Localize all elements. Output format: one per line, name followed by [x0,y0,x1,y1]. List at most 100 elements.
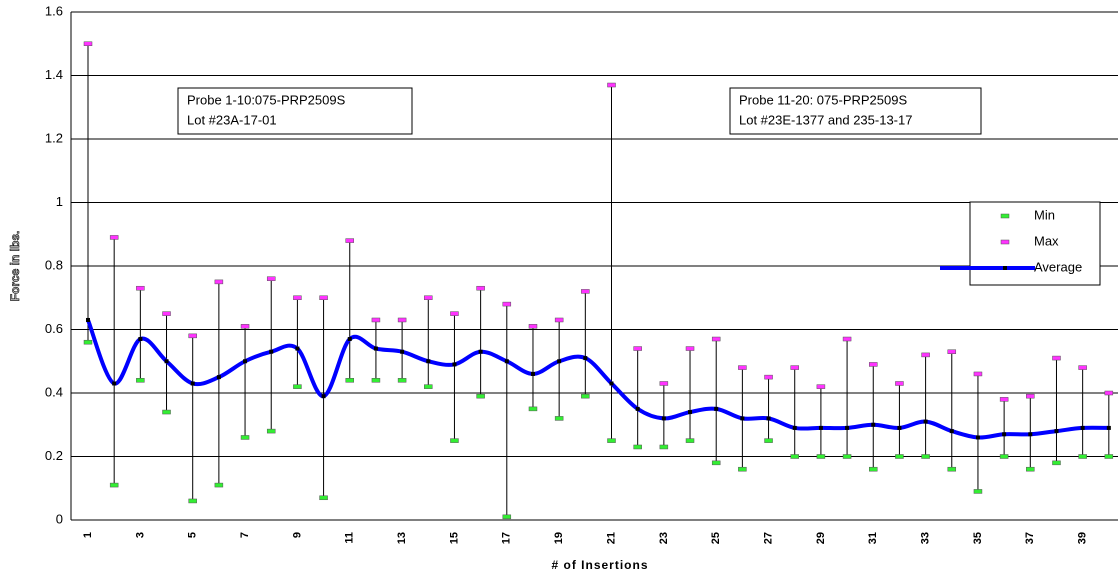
max-marker [685,346,695,351]
x-tick-label: 13 [396,532,408,544]
max-marker [293,295,302,300]
average-point [583,356,588,361]
annotation-text: Probe 11-20: 075-PRP2509S [739,92,907,107]
average-point [949,429,954,434]
max-marker [502,301,512,307]
x-tick-label: 35 [972,532,984,544]
average-point [426,359,431,364]
legend-box [969,201,1101,286]
average-point [635,406,640,411]
min-marker [659,444,669,450]
max-marker [214,279,224,285]
min-marker [921,454,930,459]
average-point [1002,432,1007,437]
min-marker [528,406,538,412]
min-marker [371,378,381,383]
min-marker [345,378,354,383]
y-tick-label: 1.4 [45,67,63,82]
average-point [373,346,378,351]
y-tick-label: 0.6 [45,321,63,336]
average-point [845,425,850,430]
x-tick-label: 29 [815,532,827,544]
legend-swatch [1000,213,1010,219]
x-tick-label: 39 [1077,532,1089,544]
max-marker [83,41,93,46]
min-marker [450,438,459,443]
average-point [792,425,797,430]
min-marker [816,454,826,459]
max-marker [397,317,407,323]
min-marker [266,428,276,434]
min-marker [842,454,852,459]
max-marker [188,333,197,339]
average-point [1080,425,1085,430]
x-tick-label: 17 [501,532,513,544]
min-marker [947,466,957,472]
average-point [478,349,483,354]
average-point [766,416,771,421]
max-marker [554,317,564,323]
x-axis-label: # of Insertions [551,558,648,572]
average-point [1106,425,1111,430]
min-marker [790,454,799,459]
annotation-text: Lot #23E-1377 and 235-13-17 [739,112,912,127]
max-marker [790,365,799,370]
average-point [452,362,457,367]
average-point [661,416,666,421]
max-marker [842,336,852,342]
x-tick-label: 21 [605,532,617,544]
legend-swatch [1003,266,1007,270]
max-marker [345,238,354,243]
min-marker [397,378,407,383]
max-marker [1026,393,1035,399]
max-marker [528,324,538,329]
max-marker [816,384,826,389]
max-marker [999,397,1009,402]
max-marker [450,311,459,316]
min-marker [633,444,642,450]
max-marker [109,235,119,240]
min-marker [895,454,904,459]
average-point [138,337,143,342]
max-marker [659,381,669,386]
legend-label: Average [1034,259,1082,274]
average-point [295,346,300,351]
average-point [818,425,823,430]
min-marker [319,495,328,501]
x-tick-label: 37 [1024,532,1036,544]
average-point [740,416,745,421]
max-marker [738,365,747,370]
x-tick-label: 11 [344,532,356,544]
y-axis-label: Force in lbs. [8,231,22,302]
x-tick-label: 1 [82,532,94,538]
min-marker [973,489,983,494]
average-point [216,375,221,380]
average-point [897,425,902,430]
legend-label: Max [1034,233,1059,248]
legend-swatch [1000,239,1010,245]
max-marker [764,374,773,380]
max-marker [266,276,276,281]
max-marker [711,336,721,342]
average-point [609,381,614,386]
average-point [688,410,693,415]
annotation-text: Lot #23A-17-01 [187,112,277,127]
max-marker [162,311,171,316]
min-marker [240,435,250,440]
max-marker [973,371,983,377]
max-marker [921,352,930,358]
max-marker [424,295,433,300]
min-marker [188,498,197,504]
x-tick-label: 25 [710,532,722,544]
min-marker [711,460,721,466]
min-marker [1104,454,1114,459]
x-tick-label: 7 [239,532,251,538]
y-tick-label: 0.8 [45,257,63,272]
min-marker [581,393,590,399]
annotation-box [177,87,413,135]
average-point [86,317,90,322]
average-point [112,381,117,386]
min-marker [554,416,564,421]
max-marker [319,295,328,300]
